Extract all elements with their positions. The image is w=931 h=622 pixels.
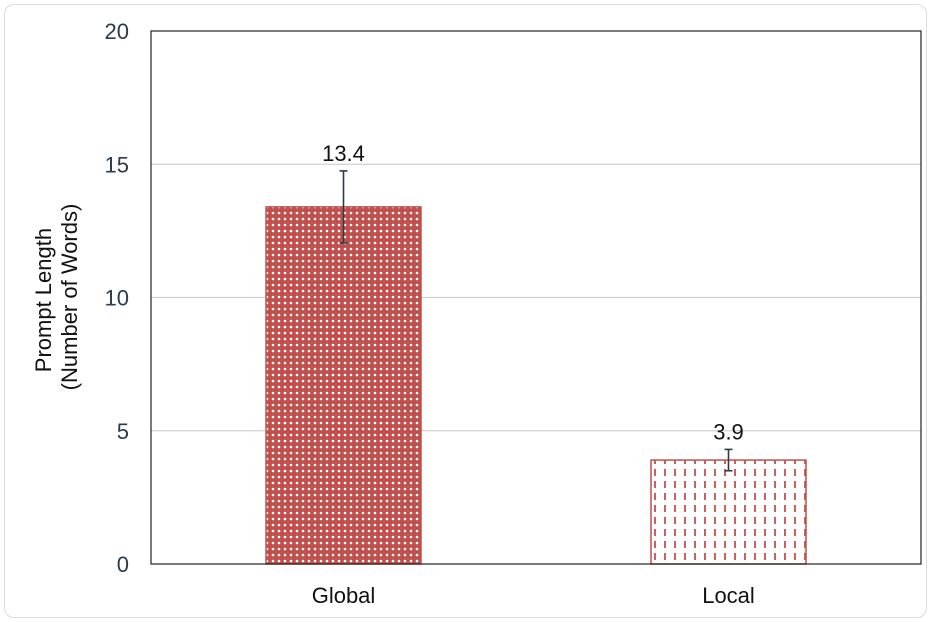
y-tick-label: 10 (105, 286, 129, 311)
data-label-local: 3.9 (713, 419, 744, 444)
data-label-global: 13.4 (322, 141, 365, 166)
bars (265, 206, 807, 565)
y-axis-title: Prompt Length (Number of Words) (31, 204, 82, 391)
x-category-label-global: Global (312, 583, 376, 608)
data-labels: 13.4 3.9 (322, 141, 744, 444)
y-axis-title-line-1: Prompt Length (31, 228, 56, 372)
bar-global (265, 206, 422, 565)
plot-area-border (150, 30, 922, 565)
y-axis-title-line-2: (Number of Words) (57, 204, 82, 391)
x-category-labels: Global Local (312, 583, 755, 608)
y-tick-label: 0 (117, 552, 129, 577)
error-bar-local (724, 448, 733, 472)
error-bar-global (339, 170, 348, 244)
y-tick-label: 5 (117, 419, 129, 444)
x-category-label-local: Local (702, 583, 755, 608)
y-tick-labels: 0 5 10 15 20 (105, 19, 129, 577)
bar-local (650, 459, 807, 565)
y-tick-label: 15 (105, 152, 129, 177)
y-tick-label: 20 (105, 19, 129, 44)
error-bars (339, 170, 733, 472)
